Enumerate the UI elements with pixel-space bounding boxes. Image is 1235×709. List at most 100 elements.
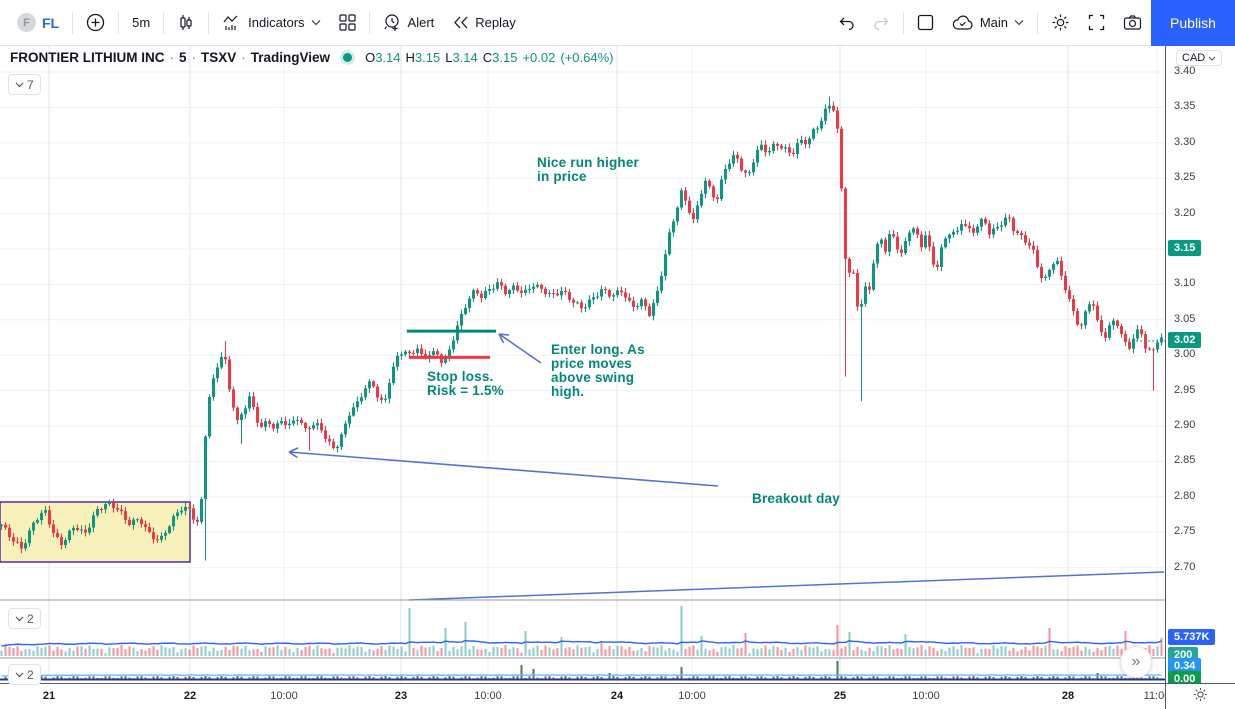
volume-bar [860,649,863,656]
price-tick-label: 2.80 [1174,489,1196,502]
market-status-icon[interactable] [343,53,353,62]
candle-body [872,263,875,290]
currency-dropdown[interactable]: CAD [1176,50,1223,66]
layout-select-button[interactable] [908,7,943,39]
arrow-drawing[interactable] [498,333,542,364]
indicator2-pane-collapse-button[interactable]: 2 [8,664,41,685]
volume-bar [996,648,999,656]
volume-bar [276,645,279,656]
publish-button[interactable]: Publish [1151,0,1235,46]
candle-body [712,186,715,198]
volume-bar [1060,651,1063,656]
candle-body [340,434,343,447]
interval-button[interactable]: 5m [123,7,159,39]
candle-body [1152,349,1155,351]
scroll-right-button[interactable]: » [1120,646,1152,678]
replay-button[interactable]: Replay [443,7,524,39]
indicator2-bar [876,676,879,680]
volume-pane-collapse-button[interactable]: 2 [8,608,41,629]
candle-body [56,532,59,537]
candle-body [772,143,775,151]
time-tick-label: 23 [394,690,408,702]
candle-body [960,224,963,231]
note-stop-loss[interactable]: Stop loss. Risk = 1.5% [427,369,504,398]
volume-bar [376,648,379,656]
time-tick-label: 10:00 [678,690,706,702]
indicator2-bar [412,676,415,680]
indicator2-bar [924,676,927,680]
indicator2-bar [384,676,387,680]
indicator2-bar [420,676,423,680]
price-axis-border [1165,46,1166,709]
volume-bar [656,647,659,656]
snapshot-button[interactable] [1114,7,1151,39]
note-nice-run[interactable]: Nice run higher in price [537,155,640,184]
chart-type-button[interactable] [168,7,204,39]
volume-bar [236,646,239,656]
candle-body [252,396,255,408]
candle-body [132,519,135,526]
settings-button[interactable] [1042,7,1079,39]
trendline-drawing[interactable] [408,571,1165,601]
candle-body [672,221,675,233]
candle-body [324,430,327,439]
indicator2-bar [872,676,875,680]
indicator2-bar [776,676,779,680]
candle-body [888,234,891,252]
main-pane-collapse-button[interactable]: 7 [8,74,41,95]
indicator2-bar [332,676,335,680]
candle-body [496,282,499,289]
candle-body [1056,260,1059,265]
volume-bar [0,650,3,656]
indicator2-line [1,674,1162,677]
volume-bar [1156,646,1159,656]
chart-legend[interactable]: FRONTIER LITHIUM INC · 5 · TSXV · Tradin… [10,50,613,65]
volume-bar [224,646,227,656]
volume-bar [468,649,471,656]
candle-body [916,228,919,235]
fullscreen-button[interactable] [1079,7,1114,39]
indicator2-bar [564,676,567,680]
volume-bar [292,652,295,656]
price-axis[interactable]: CAD 3.40 3.35 3.30 3.25 3.20 3.15 3.10 3.05 3.00… [1166,46,1235,687]
candle-body [420,348,423,355]
candle-body [208,396,211,437]
candle-body [316,423,319,426]
separator-dot: · [169,50,175,65]
candle-body [836,110,839,129]
symbol-button[interactable]: F FL [8,7,68,39]
price-badge: 3.02 [1168,332,1202,349]
time-axis-settings[interactable] [1166,683,1235,709]
candle-body [748,172,751,174]
candle-body [380,397,383,400]
volume-bar [280,649,283,656]
compare-add-button[interactable] [77,7,114,39]
candle-body [64,540,67,546]
alert-button[interactable]: Alert [374,7,444,39]
candle-body [544,288,547,295]
candle-body [248,396,251,409]
volume-bar [464,622,467,656]
indicator2-bar [172,676,175,680]
note-enter-long[interactable]: Enter long. As price moves above swing h… [551,342,645,399]
indicators-button[interactable]: Indicators [213,7,329,39]
save-layout-button[interactable]: Main [943,7,1033,39]
time-axis[interactable]: 21 22 10:00 23 10:00 24 10:00 25 10:00 28 11:00 [0,683,1165,709]
candle-body [680,190,683,208]
note-breakout-day[interactable]: Breakout day [752,491,840,506]
candle-body [860,303,863,307]
undo-button[interactable] [829,7,864,39]
redo-button[interactable] [864,7,899,39]
indicator2-bar [156,676,159,680]
arrow-drawing[interactable] [288,447,719,487]
volume-bar [232,645,235,656]
indicator2-bar [448,676,451,680]
candle-body [228,359,231,390]
indicator2-bar [400,676,403,680]
indicator2-bar [396,676,399,680]
highlight-rectangle-drawing[interactable] [0,501,191,563]
candle-body [568,291,571,300]
templates-grid-button[interactable] [330,7,365,39]
candle-body [20,541,23,549]
